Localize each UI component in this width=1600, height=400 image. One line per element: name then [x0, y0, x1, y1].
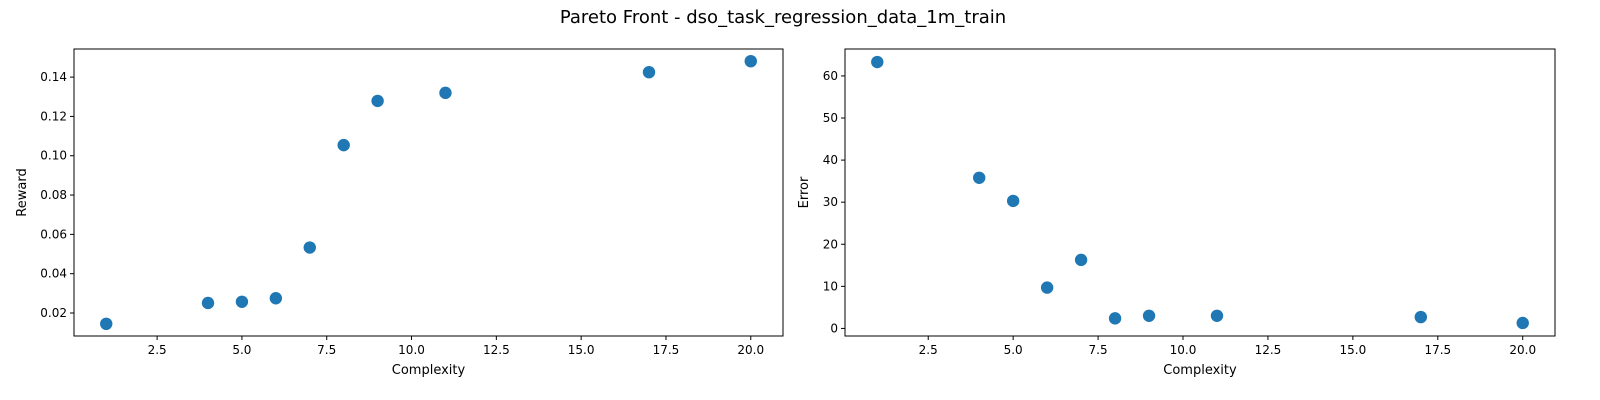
- x-tick-label: 2.5: [919, 343, 938, 357]
- x-tick-label: 20.0: [737, 343, 764, 357]
- x-tick-label: 20.0: [1509, 343, 1536, 357]
- data-point: [439, 86, 452, 100]
- x-tick-label: 7.5: [317, 343, 336, 357]
- x-tick-label: 10.0: [398, 343, 425, 357]
- data-point: [371, 94, 384, 108]
- data-point: [871, 55, 884, 69]
- y-tick-label: 20: [823, 237, 838, 251]
- plot-frame: [73, 48, 784, 337]
- y-tick-label: 0: [830, 321, 838, 335]
- y-tick-label: 0.04: [40, 267, 67, 281]
- data-point: [972, 171, 986, 184]
- x-tick-label: 5.0: [1004, 343, 1023, 357]
- y-tick-label: 50: [823, 111, 838, 125]
- data-point: [269, 292, 283, 305]
- plot-frame: [844, 48, 1556, 337]
- data-point: [201, 296, 215, 310]
- data-point: [1414, 310, 1428, 324]
- x-tick-label: 12.5: [483, 343, 510, 357]
- y-tick-label: 40: [823, 153, 838, 167]
- data-point: [1108, 312, 1122, 325]
- x-tick-label: 15.0: [568, 343, 595, 357]
- data-point: [235, 295, 249, 308]
- subplot-2: 2.5 5.0 7.5 10.0 12.5 15.0 17.5 20.0 0 10 20 30 40 50…: [797, 48, 1556, 378]
- x-tick-label: 17.5: [1424, 343, 1451, 357]
- data-point: [337, 138, 350, 152]
- y-axis-label: Reward: [15, 168, 30, 216]
- y-tick-label: 0.06: [40, 227, 67, 241]
- y-axis-label: Error: [797, 176, 812, 208]
- y-tick-label: 0.08: [40, 188, 67, 202]
- x-axis-label: Complexity: [1163, 363, 1237, 378]
- y-tick-label: 0.12: [40, 109, 67, 123]
- data-point: [1040, 281, 1054, 294]
- y-tick-label: 30: [823, 195, 838, 209]
- data-point: [1006, 194, 1020, 208]
- data-point: [1074, 253, 1088, 267]
- x-tick-label: 15.0: [1340, 343, 1367, 357]
- data-point: [1142, 309, 1156, 323]
- y-tick-label: 60: [823, 69, 838, 83]
- x-tick-label: 10.0: [1170, 343, 1197, 357]
- x-tick-label: 17.5: [653, 343, 680, 357]
- data-point: [1516, 316, 1529, 330]
- y-tick-label: 0.02: [40, 306, 67, 320]
- y-tick-label: 10: [823, 279, 838, 293]
- data-point: [1210, 309, 1224, 323]
- data-point: [303, 241, 316, 254]
- data-point: [642, 65, 656, 79]
- x-tick-label: 2.5: [148, 343, 167, 357]
- figure-title: Pareto Front - dso_task_regression_data_…: [560, 7, 1006, 28]
- y-tick-label: 0.10: [40, 149, 67, 163]
- x-tick-label: 5.0: [232, 343, 251, 357]
- data-point: [744, 54, 757, 68]
- x-axis-label: Complexity: [392, 363, 466, 378]
- x-tick-label: 7.5: [1089, 343, 1108, 357]
- data-point: [100, 317, 113, 331]
- x-tick-label: 12.5: [1255, 343, 1282, 357]
- y-tick-label: 0.14: [40, 70, 67, 84]
- subplot-1: 2.5 5.0 7.5 10.0 12.5 15.0 17.5 20.0 0.02 0.04 0.0…: [15, 48, 784, 378]
